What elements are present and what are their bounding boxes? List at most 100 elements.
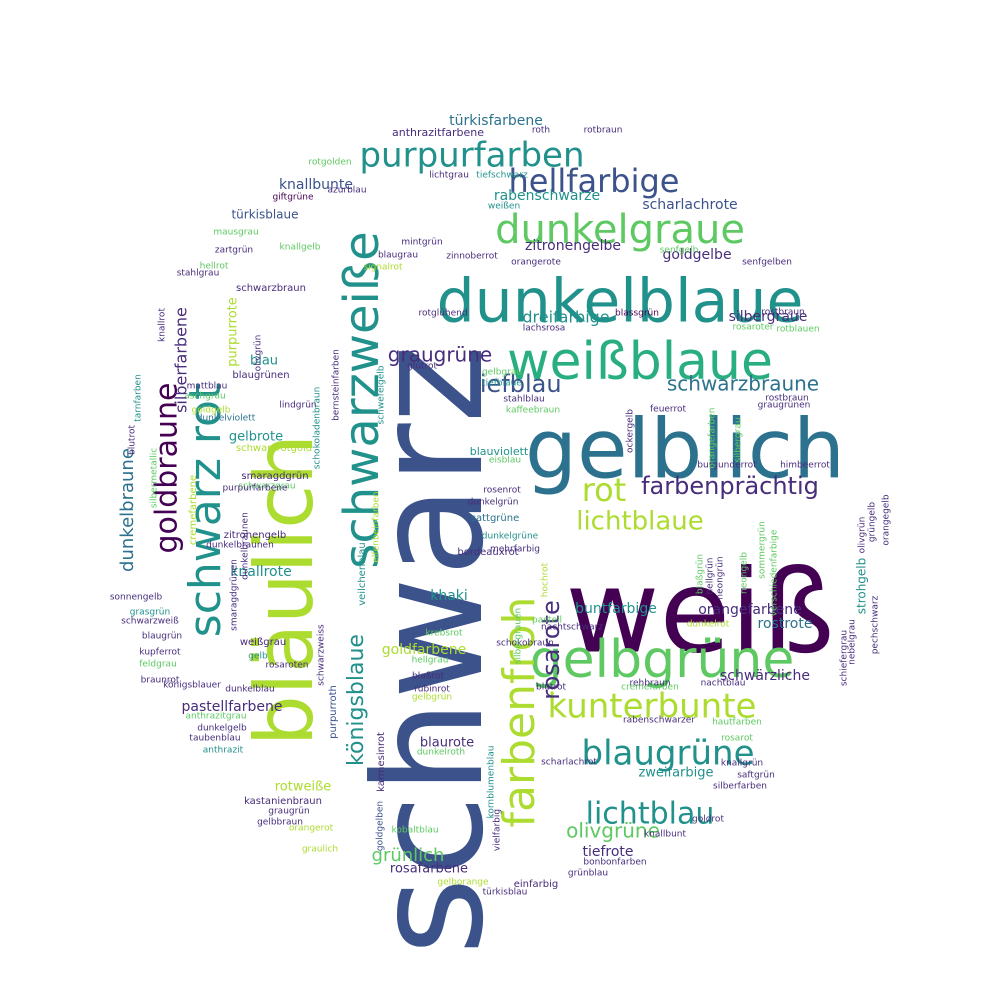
- word-blau: blau: [250, 354, 278, 369]
- word-strohgelb: strohgelb: [855, 558, 869, 615]
- word-blaurote: blaurote: [420, 736, 474, 751]
- word-blassgruen: blaßgrün: [696, 554, 706, 594]
- word-buntfarbige: buntfarbige: [575, 601, 657, 617]
- word-anthrazitfarbene: anthrazitfarbene: [392, 126, 484, 139]
- word-taubenblau: taubenblau: [189, 734, 240, 744]
- word-goldrot: goldrot: [692, 815, 724, 825]
- word-blauviolett: blauviolett: [470, 445, 529, 458]
- word-cremefarbene: cremefarbene: [188, 475, 199, 545]
- word-schwarzgrau: schwarzgrau: [238, 482, 295, 492]
- word-gelbgruen: gelbgrün: [412, 693, 452, 703]
- word-tiefblau: tiefblau: [470, 370, 561, 398]
- word-hellfarbige: hellfarbige: [509, 162, 680, 200]
- word-dunkelbraune: dunkelbraune: [117, 448, 138, 572]
- word-stahlgrau: stahlgrau: [177, 269, 220, 279]
- word-rosenrot: rosenrot: [483, 486, 521, 496]
- word-rotgluehend: rotglühend: [418, 309, 467, 319]
- word-goldgelben: goldgelben: [376, 801, 386, 851]
- word-hellrot: hellrot: [200, 262, 229, 272]
- word-dunkelroth: dunkelroth: [417, 748, 465, 758]
- word-blaugruen: blaugrün: [142, 632, 182, 642]
- word-silberfarbene: silberfarbene: [172, 307, 191, 413]
- word-goldgelbe: goldgelbe: [662, 247, 731, 263]
- word-aschgrau: aschgrau: [184, 392, 226, 402]
- word-dunkelblaue: dunkelblaue: [437, 267, 804, 337]
- word-gelbgrau: gelbgrau: [482, 368, 522, 378]
- word-cremefarben: cremefarben: [621, 683, 679, 693]
- word-bernsteinfarben: bernsteinfarben: [332, 349, 342, 421]
- word-saftgruen: saftgrün: [737, 771, 775, 781]
- word-weiss: weiß: [565, 546, 834, 680]
- word-tiefrote: tiefrote: [582, 844, 633, 860]
- word-knallbunte: knallbunte: [279, 177, 353, 193]
- word-koenigsblaue: königsblaue: [344, 634, 369, 766]
- word-blassrot: blaßrot: [412, 672, 444, 682]
- word-burgunderrot: burgunderrot: [697, 461, 757, 471]
- word-rabenschwarzer: rabenschwarzer: [623, 716, 695, 726]
- word-hautfarben: hautfarben: [712, 718, 762, 728]
- word-tarnfarben: tarnfarben: [134, 374, 144, 422]
- word-stahlblau: stahlblau: [503, 395, 544, 405]
- word-rosaroter: rosaroter: [733, 323, 774, 333]
- word-rostrote: rostrote: [758, 616, 813, 632]
- word-lichtblaue: lichtblaue: [576, 507, 704, 537]
- word-senfgelb: senfgelb: [660, 246, 699, 256]
- word-schwarz-rot: schwarz rot: [180, 383, 231, 637]
- word-sonnengelb: sonnengelb: [110, 593, 163, 603]
- word-graulich: graulich: [302, 845, 338, 855]
- word-gelbrote: gelbrote: [229, 430, 283, 445]
- word-kastanienbraun: kastanienbraun: [244, 796, 322, 807]
- word-hellgruen: hellgrün: [706, 557, 716, 594]
- word-goldfarbene: goldfarbene: [382, 642, 466, 658]
- word-kaffeebraun: kaffeebraun: [506, 406, 560, 416]
- word-giftgruene: giftgrüne: [272, 193, 314, 203]
- word-karmesinrot: karmesinrot: [376, 732, 387, 792]
- word-rotbraun: rotbraun: [584, 126, 623, 136]
- word-farbenpraechtig: farbenprächtig: [641, 472, 819, 500]
- word-schwefelgelb: schwefelgelb: [377, 365, 387, 424]
- word-blaeulich: bläulich: [238, 434, 331, 746]
- word-knallrot: knallrot: [158, 308, 168, 342]
- word-roth: roth: [532, 126, 550, 136]
- word-mintgruen: mintgrün: [401, 238, 442, 248]
- word-anthrazit: anthrazit: [203, 746, 244, 756]
- word-grasgruen: grasgrün: [130, 608, 170, 618]
- word-rubinrot: rubinrot: [414, 685, 450, 695]
- word-dunkelviolett: dunkelviolett: [197, 414, 256, 424]
- word-krebsrot: krebsrot: [425, 629, 463, 639]
- word-schwarzbraun: schwarzbraun: [236, 283, 306, 294]
- word-bordeauxrot: bordeauxrot: [457, 547, 518, 558]
- word-lachsrosa: lachsrosa: [523, 324, 566, 334]
- word-gelblich: gelblich: [525, 402, 845, 497]
- word-tuerkisblau: türkisblau: [483, 888, 528, 898]
- word-verschiedenfarbige: verschiedenfarbige: [770, 529, 780, 616]
- word-zartgruen: zartgrün: [215, 246, 253, 256]
- word-graugruene: graugrüne: [388, 343, 492, 367]
- word-gelborange: gelborange: [437, 878, 489, 888]
- word-tuerkisblaue: türkisblaue: [231, 208, 298, 222]
- word-olivgruen: olivgrün: [254, 335, 264, 372]
- word-koenigsblauer: königsblauer: [163, 681, 221, 691]
- word-zweifarbige: zweifarbige: [638, 766, 713, 781]
- word-scharlachrot: scharlachrot: [541, 758, 597, 768]
- word-nachtschwarz: nachtschwarz: [541, 623, 603, 633]
- word-silbergrauen: silbergrauen: [514, 608, 524, 664]
- word-schwarzbraune: schwarzbraune: [667, 372, 819, 396]
- word-rosarote: rosarote: [537, 600, 565, 699]
- word-schwarzweiss: schwarzweiss: [317, 624, 327, 686]
- word-mattblau: mattblau: [187, 382, 228, 392]
- word-gruengelb: grüngelb: [868, 502, 878, 543]
- word-olivgruene: olivgrüne: [566, 819, 660, 843]
- word-gruenlich: grünlich: [372, 845, 445, 866]
- word-khaki: khaki: [430, 588, 468, 604]
- word-braunrot: braunrot: [141, 676, 180, 686]
- word-senfgelben: senfgelben: [742, 258, 792, 268]
- word-schiefergrau: schiefergrau: [840, 630, 850, 686]
- word-dunkelbraunen: dunkelbraunen: [241, 512, 251, 580]
- word-lindgruen: lindgrün: [279, 401, 316, 411]
- word-hochrot: hochrot: [541, 562, 551, 597]
- word-zinnoberrot: zinnoberrot: [446, 252, 498, 262]
- word-feuerrot: feuerrot: [650, 405, 686, 415]
- word-feldgrau: feldgrau: [139, 660, 177, 670]
